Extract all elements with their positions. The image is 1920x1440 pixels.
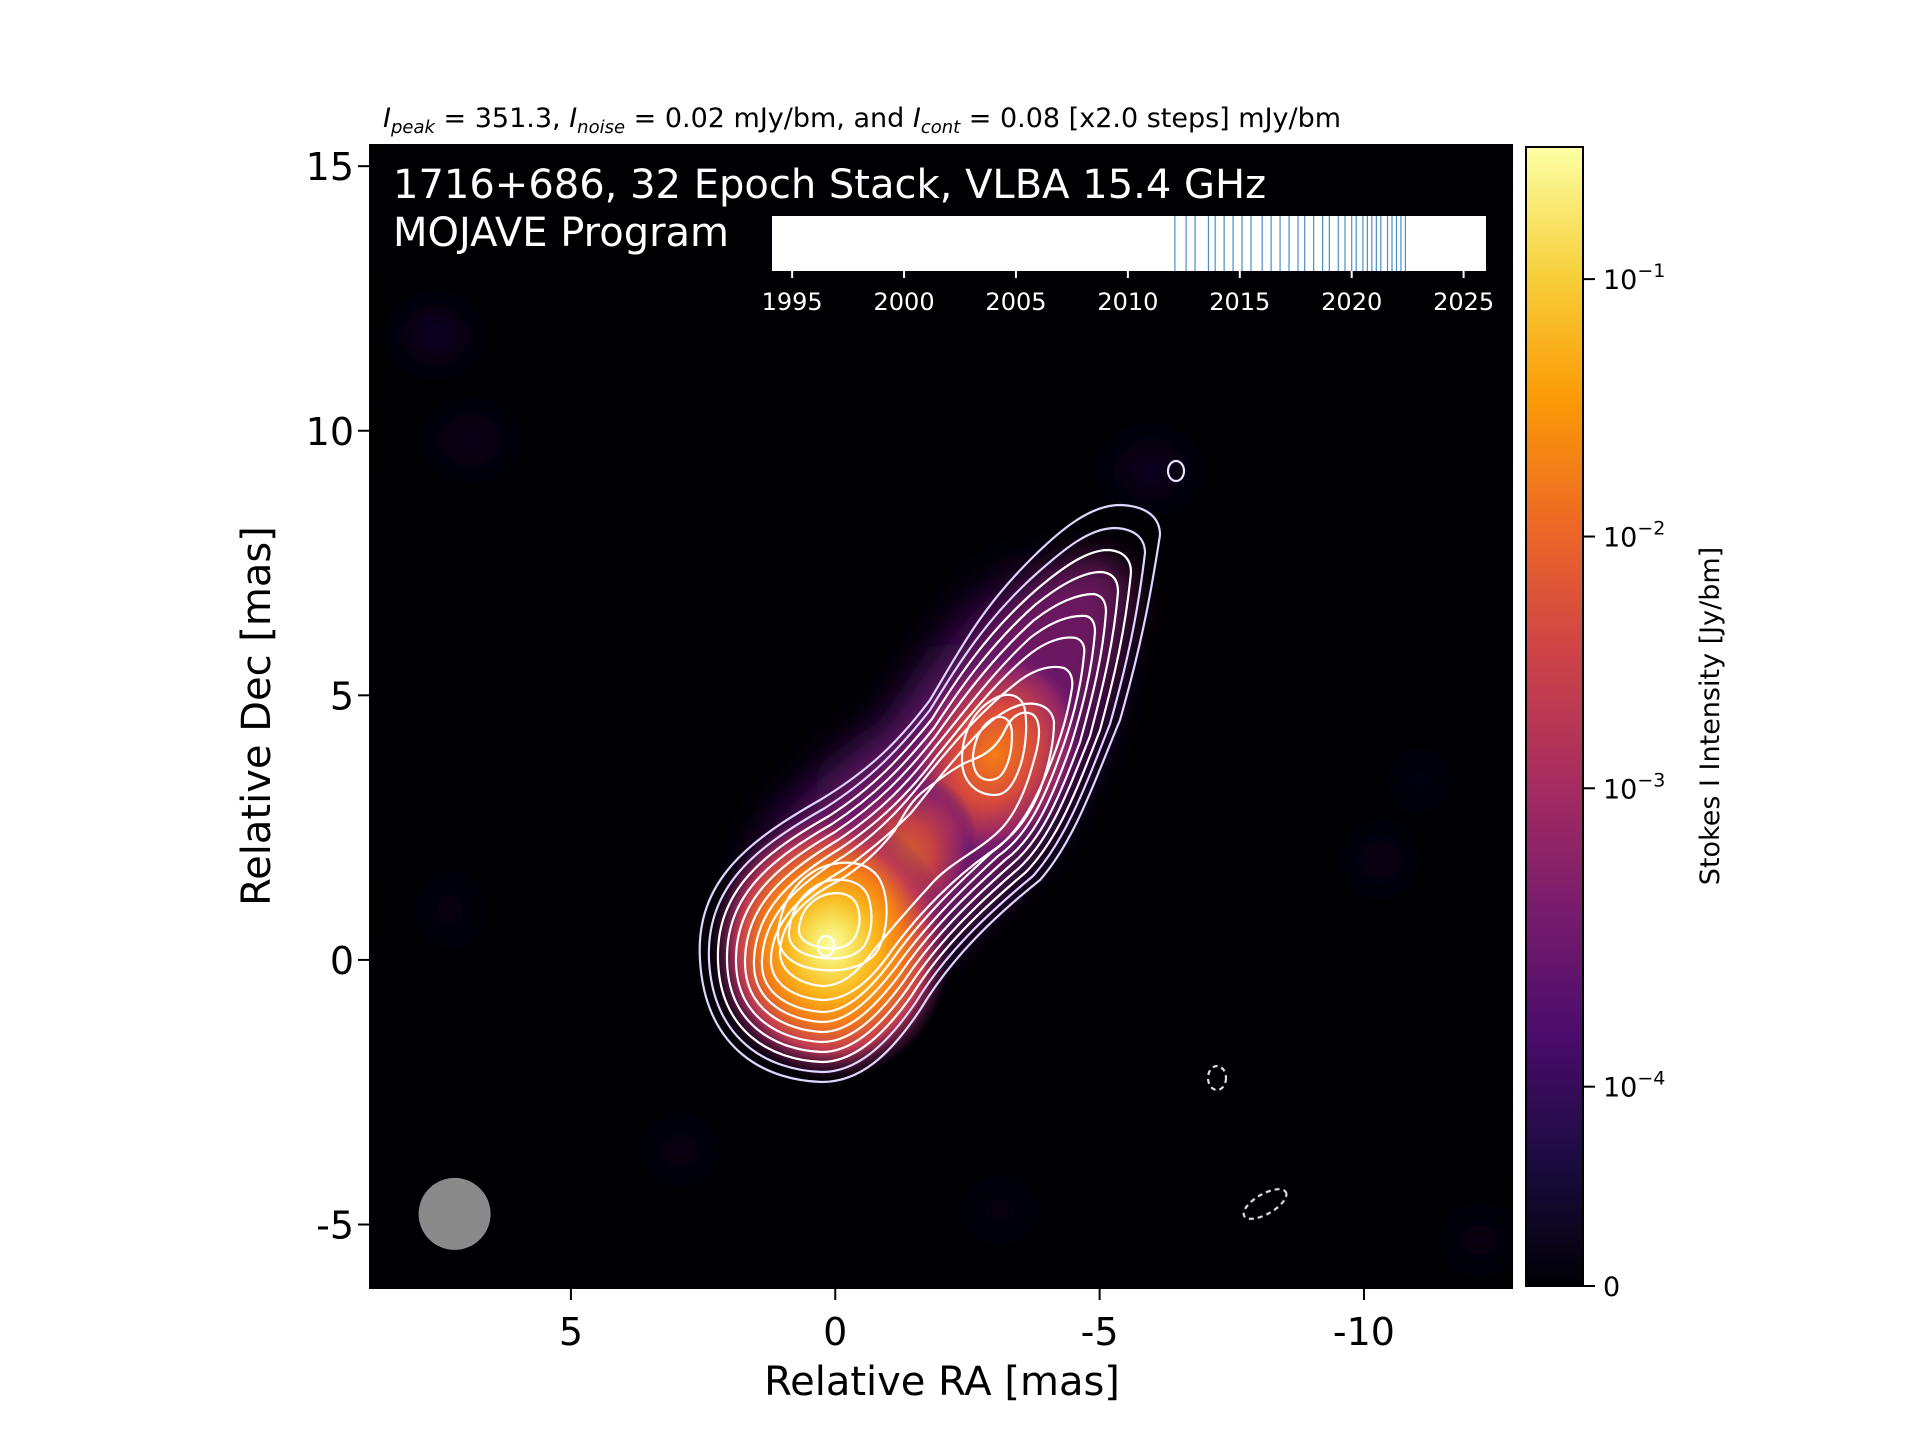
colorbar: 10−1 10−2 10−3 10−4 0 Stokes I Intensity [Jy… [1525,146,1726,1303]
noise-blob [375,295,495,375]
noise-blob [625,1110,735,1190]
contour-level [752,636,1086,1024]
x-axis: 5 0 -5 -10 [559,1288,1395,1354]
contour-level [725,570,1120,1054]
contour-level [716,548,1133,1064]
plot-area: 1716+686, 32 Epoch Stack, VLBA 15.4 GHz … [369,144,1513,1289]
y-tick-label: 5 [330,674,354,718]
colorbar-tick-label: 10−2 [1603,518,1665,554]
contours [698,459,1288,1220]
x-axis-label: Relative RA [mas] [764,1359,1120,1405]
noise-blob [1080,420,1220,520]
timeline-tick-label: 1995 [762,288,823,316]
colorbar-tick-label: 0 [1603,1272,1620,1303]
colorbar-tick-label: 10−3 [1603,769,1665,805]
epoch-lines [1174,216,1407,271]
noise-field [375,295,1512,1280]
timeline-tick-label: 2005 [985,288,1046,316]
x-tick-label: -5 [1081,1310,1119,1354]
noise-blob [940,1170,1060,1250]
contour-isolated [1166,459,1186,483]
y-axis-label: Relative Dec [mas] [234,526,280,906]
timeline-tick-label: 2015 [1209,288,1270,316]
contour-level [707,526,1147,1074]
noise-blob [400,395,540,485]
timeline-tick-label: 2010 [1097,288,1158,316]
contour-level [778,711,1041,988]
contour-knot-inner [971,715,1014,782]
y-tick-label: -5 [316,1204,354,1248]
timeline-background [772,216,1486,271]
source-emission [709,508,1170,1080]
colorbar-tick-label: 10−4 [1603,1068,1665,1104]
contour-knot-outer [960,693,1028,797]
contour-level [734,592,1108,1044]
contour-level [698,503,1162,1084]
colorbar-label: Stokes I Intensity [Jy/bm] [1695,547,1726,885]
noise-blob [1380,745,1460,815]
contour-core-3 [797,892,861,950]
y-tick-label: 10 [306,410,354,454]
contour-negative [1242,1188,1288,1220]
contour-core-2 [787,878,873,960]
chart-subtitle: Ipeak = 351.3, Inoise = 0.02 mJy/bm, and… [383,103,1341,138]
beam-ellipse [418,1177,491,1250]
noise-blob [1425,1200,1512,1280]
timeline-tick-label: 2025 [1433,288,1494,316]
core-emission [712,810,952,1080]
contour-level [760,665,1074,1014]
timeline-tick-label: 2000 [874,288,935,316]
timeline-tick-label: 2020 [1321,288,1382,316]
plot-title-line1: 1716+686, 32 Epoch Stack, VLBA 15.4 GHz [393,162,1266,208]
timeline-axis: 1995 2000 2005 2010 2015 2020 2025 [762,271,1494,316]
y-tick-label: 15 [306,145,354,189]
contour-negative [1206,1064,1228,1092]
colorbar-gradient [1525,146,1584,1287]
x-tick-label: -10 [1333,1310,1395,1354]
contour-core-4 [816,934,836,958]
noise-blob [405,855,495,965]
x-tick-label: 0 [823,1310,847,1354]
epoch-timeline: 1995 2000 2005 2010 2015 2020 2025 [762,216,1494,316]
contour-core-1 [776,861,888,972]
colorbar-ticks: 10−1 10−2 10−3 10−4 0 [1583,260,1665,1303]
plot-title-line2: MOJAVE Program [393,210,729,256]
y-axis: 15 10 5 0 -5 [306,145,370,1248]
x-tick-label: 5 [559,1310,583,1354]
y-tick-label: 0 [330,939,354,983]
noise-blob [1335,815,1425,905]
colorbar-tick-label: 10−1 [1603,260,1665,296]
contour-level [743,614,1097,1034]
